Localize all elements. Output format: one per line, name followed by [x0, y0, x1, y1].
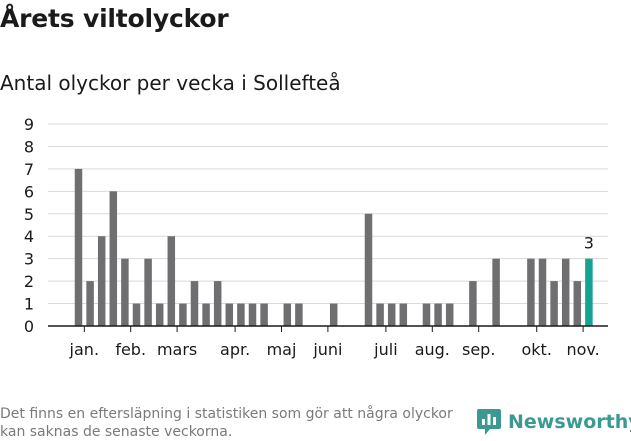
y-tick-label: 3	[24, 250, 34, 269]
bar	[74, 168, 83, 326]
bar	[225, 303, 234, 326]
data-label: 3	[584, 234, 594, 253]
bar	[132, 303, 141, 326]
y-tick-label: 9	[24, 115, 34, 134]
bar	[399, 303, 408, 326]
bar	[213, 281, 222, 326]
x-tick-label: feb.	[115, 340, 146, 359]
bar	[376, 303, 384, 326]
bar	[202, 303, 210, 326]
bar	[237, 303, 245, 326]
bar	[492, 258, 500, 326]
bar	[434, 303, 442, 326]
bar	[538, 258, 547, 326]
bar	[97, 236, 106, 326]
bar	[167, 236, 176, 326]
bar	[109, 191, 118, 326]
y-tick-label: 0	[24, 317, 34, 336]
bar	[248, 303, 257, 326]
x-tick-label: mars	[157, 340, 197, 359]
bar	[445, 303, 454, 326]
bar	[295, 303, 303, 326]
newsworthy-logo-icon	[477, 409, 501, 435]
x-tick-label: okt.	[521, 340, 551, 359]
bar	[86, 281, 94, 326]
bar	[144, 258, 152, 326]
chart-title: Årets viltolyckor	[0, 4, 229, 33]
y-tick-label: 2	[24, 272, 34, 291]
bar-highlight	[585, 258, 593, 326]
x-tick-label: maj	[267, 340, 297, 359]
y-tick-label: 6	[24, 182, 34, 201]
x-tick-label: juni	[312, 340, 342, 359]
bar	[364, 213, 373, 326]
x-tick-label: juli	[373, 340, 397, 359]
brand-name: Newsworthy	[508, 411, 631, 433]
x-tick-label: apr.	[220, 340, 250, 359]
y-tick-label: 8	[24, 137, 34, 156]
bar	[573, 281, 582, 326]
bar	[387, 303, 396, 326]
chart-subtitle: Antal olyckor per vecka i Sollefteå	[0, 71, 341, 95]
bar	[329, 303, 338, 326]
bar	[550, 281, 558, 326]
x-tick-label: jan.	[69, 340, 99, 359]
y-tick-label: 4	[24, 227, 34, 246]
footnote: Det finns en eftersläpning i statistiken…	[0, 406, 453, 440]
bar	[179, 303, 187, 326]
bar-chart: 0 1 2 3 4 5 6 7 8 9 3 jan. feb. mars apr. maj juni juli au…	[24, 115, 608, 359]
bar	[260, 303, 268, 326]
bar	[155, 303, 164, 326]
y-tick-label: 1	[24, 295, 34, 314]
y-tick-label: 7	[24, 160, 34, 179]
bar	[121, 258, 129, 326]
bar	[283, 303, 292, 326]
bar	[561, 258, 570, 326]
brand[interactable]: Newsworthy	[476, 408, 631, 436]
y-tick-label: 5	[24, 205, 34, 224]
x-tick-label: sep.	[462, 340, 495, 359]
x-tick-label: nov.	[566, 340, 599, 359]
x-tick-label: aug.	[415, 340, 450, 359]
bar	[527, 258, 535, 326]
bar	[469, 281, 477, 326]
bar	[422, 303, 431, 326]
bar	[190, 281, 199, 326]
